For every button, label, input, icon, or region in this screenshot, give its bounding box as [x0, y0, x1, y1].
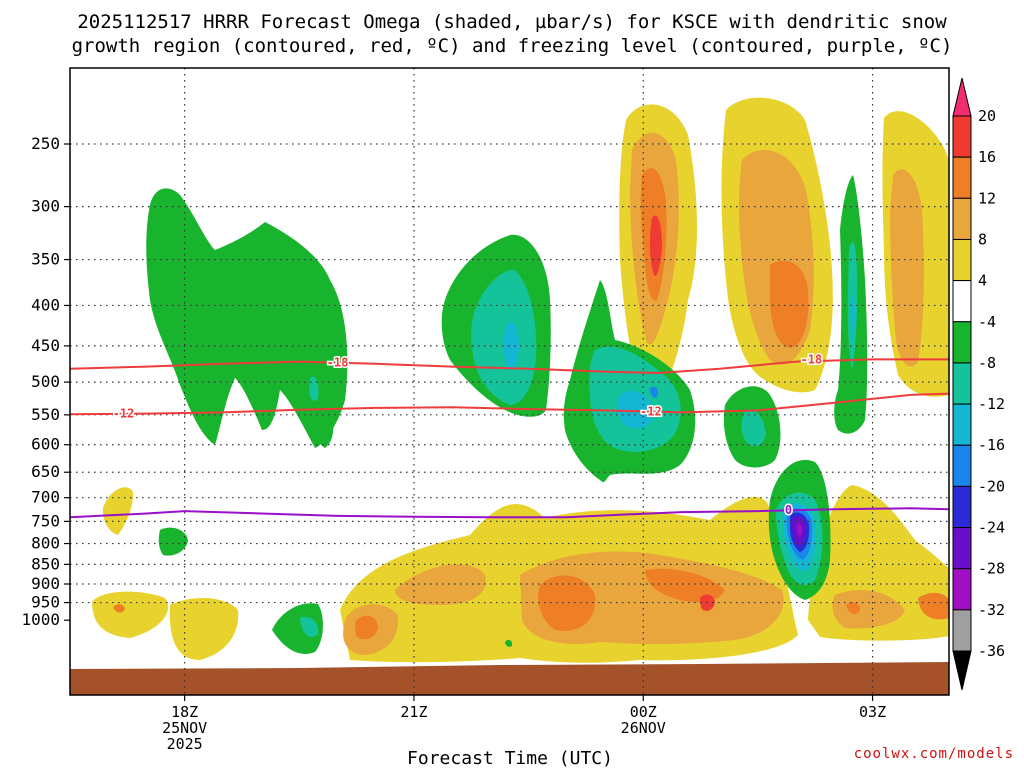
colorbar-segment-11: [952, 568, 972, 611]
colorbar-label-6: -8: [978, 354, 996, 372]
plot-area: -18-18-18-12-12-120: [70, 68, 949, 695]
colorbar-label-3: 8: [978, 230, 987, 248]
x-tick-label-21-0: 21Z: [400, 703, 427, 721]
y-tick-label-1000: 1000: [21, 610, 60, 629]
y-tick-label-350: 350: [31, 250, 60, 269]
x-tick-label-18-0: 18Z: [171, 703, 198, 721]
colorbar-segment-7: [952, 403, 972, 446]
y-tick-label-250: 250: [31, 134, 60, 153]
colorbar-segment-8: [952, 444, 972, 487]
contour-label-1-1: -12: [640, 405, 662, 419]
y-tick-label-900: 900: [31, 574, 60, 593]
chart-title-line1: 2025112517 HRRR Forecast Omega (shaded, …: [77, 11, 947, 33]
contour-line-2: [70, 507, 949, 519]
colorbar-segment-6: [952, 362, 972, 405]
colorbar-segment-10: [952, 527, 972, 570]
y-tick-label-650: 650: [31, 462, 60, 481]
y-tick-label-300: 300: [31, 197, 60, 216]
x-axis-label: Forecast Time (UTC): [407, 748, 613, 768]
colorbar-segment-2: [952, 197, 972, 240]
colorbar-segment-4: [952, 280, 972, 323]
colorbar-label-4: 4: [978, 272, 987, 290]
colorbar-label-8: -16: [978, 436, 1005, 454]
attribution-text: coolwx.com/models: [854, 746, 1014, 762]
colorbar-label-11: -28: [978, 560, 1005, 578]
y-tick-label-850: 850: [31, 554, 60, 573]
y-tick-label-400: 400: [31, 295, 60, 314]
colorbar-label-5: -4: [978, 313, 996, 331]
colorbar-label-0: 20: [978, 107, 996, 125]
y-tick-label-800: 800: [31, 534, 60, 553]
y-tick-label-450: 450: [31, 336, 60, 355]
colorbar-label-12: -32: [978, 601, 1005, 619]
shaded-region-rising: [146, 175, 868, 654]
contour-label-2-0: 0: [785, 503, 792, 517]
x-tick-label-24-0: 00Z: [630, 703, 657, 721]
colorbar-segment-9: [952, 485, 972, 529]
colorbar-segment-12: [952, 609, 972, 652]
y-tick-label-500: 500: [31, 372, 60, 391]
terrain-ground: [70, 662, 949, 695]
colorbar-label-7: -12: [978, 395, 1005, 413]
contour-label-1-0: -12: [113, 407, 135, 421]
colorbar-segment-3: [952, 238, 972, 282]
y-tick-label-950: 950: [31, 593, 60, 612]
grid-lines: [70, 68, 949, 695]
colorbar-label-2: 12: [978, 189, 996, 207]
colorbar-segment-5: [952, 321, 972, 364]
contour-label-0-0: -18: [327, 355, 349, 369]
colorbar-label-10: -24: [978, 519, 1005, 537]
x-tick-label-27-0: 03Z: [859, 703, 886, 721]
contour-line-1: [70, 392, 949, 416]
contour-label-0-1: -18: [801, 352, 823, 366]
colorbar: 20 16 12 8 4 -4 -8 -12 -16 -20 -24 -28 -32 -36: [952, 77, 1005, 691]
chart-title-line2: growth region (contoured, red, ºC) and f…: [72, 35, 953, 57]
y-tick-label-600: 600: [31, 435, 60, 454]
colorbar-label-1: 16: [978, 148, 996, 166]
y-tick-label-700: 700: [31, 488, 60, 507]
y-tick-label-550: 550: [31, 405, 60, 424]
colorbar-label-13: -36: [978, 642, 1005, 660]
colorbar-label-9: -20: [978, 477, 1005, 495]
colorbar-segment-1: [952, 156, 972, 199]
contour-line-0: [70, 358, 949, 375]
y-tick-label-750: 750: [31, 511, 60, 530]
x-tick-label-24-1: 26NOV: [621, 719, 666, 737]
shaded-region-sinking-upper: [619, 97, 949, 410]
colorbar-segment-top: [952, 77, 972, 117]
x-axis: 18Z25NOV202521Z00Z26NOV03Z06Z09Z: [162, 695, 886, 753]
x-tick-label-18-2: 2025: [167, 735, 203, 753]
y-axis: 2503003504004505005506006507007508008509…: [21, 134, 70, 629]
x-tick-label-18-1: 25NOV: [162, 719, 207, 737]
colorbar-segment-0: [952, 115, 972, 158]
colorbar-segment-bottom: [952, 650, 972, 691]
contour-lines: -18-18-18-12-12-120: [70, 351, 949, 519]
shaded-region-sinking-lowlevel: [92, 485, 949, 663]
